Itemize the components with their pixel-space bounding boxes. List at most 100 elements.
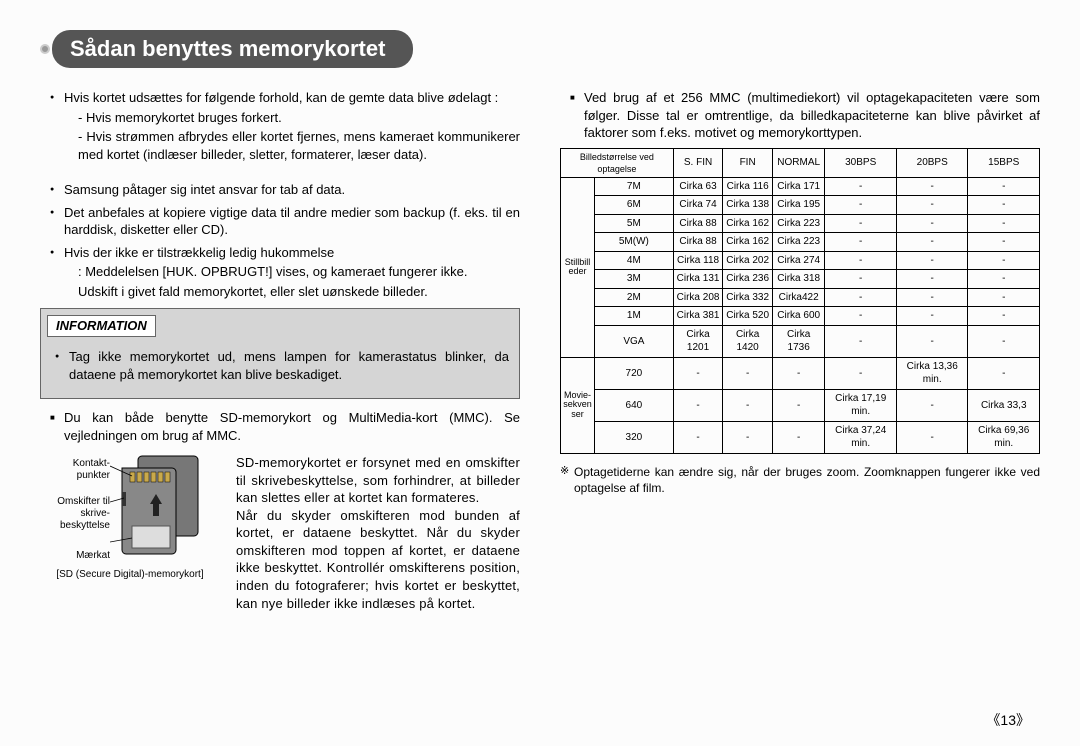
table-cell: Cirka 74	[673, 196, 723, 215]
table-cell: -	[968, 177, 1040, 196]
table-cell: Cirka 195	[772, 196, 825, 215]
table-cell: 5M	[595, 214, 674, 233]
sd-intro-text: Du kan både benytte SD-memorykort og Mul…	[50, 409, 520, 444]
sd-label-label: Mærkat	[40, 550, 110, 562]
left-column: Hvis kortet udsættes for følgende forhol…	[40, 84, 520, 612]
sd-section: Kontakt- punkter Omskifter til skrive- b…	[40, 454, 520, 612]
table-cell: Cirka 202	[723, 251, 773, 270]
table-cell: -	[772, 421, 825, 453]
sd-card-icon	[110, 454, 210, 564]
title-dot	[40, 44, 50, 54]
table-cell: -	[968, 251, 1040, 270]
table-cell: 3M	[595, 270, 674, 289]
table-cell: Cirka 131	[673, 270, 723, 289]
table-cell: 2M	[595, 288, 674, 307]
sub-msg: : Meddelelsen [HUK. OPBRUGT!] vises, og …	[64, 263, 520, 281]
table-cell: Cirka 138	[723, 196, 773, 215]
table-cell: -	[896, 196, 968, 215]
table-cell: 320	[595, 421, 674, 453]
right-column: Ved brug af et 256 MMC (multimediekort) …	[560, 84, 1040, 612]
table-cell: 7M	[595, 177, 674, 196]
table-cell: -	[723, 357, 773, 389]
table-cell: Cirka 162	[723, 214, 773, 233]
info-bullet: Tag ikke memorykortet ud, mens lampen fo…	[55, 348, 509, 383]
table-row: VGACirka 1201Cirka 1420Cirka 1736---	[561, 325, 1040, 357]
table-row: 1MCirka 381Cirka 520Cirka 600---	[561, 307, 1040, 326]
table-cell: Cirka 37,24 min.	[825, 421, 897, 453]
sd-label-column: Kontakt- punkter Omskifter til skrive- b…	[40, 454, 110, 562]
bullet-backup: Det anbefales at kopiere vigtige data ti…	[50, 204, 520, 239]
table-cell: Cirka 520	[723, 307, 773, 326]
sd-intro: Du kan både benytte SD-memorykort og Mul…	[40, 409, 520, 444]
right-intro: Ved brug af et 256 MMC (multimediekort) …	[560, 89, 1040, 142]
table-cell: -	[896, 214, 968, 233]
table-cell: -	[968, 270, 1040, 289]
table-cell: -	[825, 196, 897, 215]
table-cell: Cirka 13,36 min.	[896, 357, 968, 389]
table-cell: Cirka 17,19 min.	[825, 389, 897, 421]
table-cell: 1M	[595, 307, 674, 326]
information-label: INFORMATION	[47, 315, 156, 337]
table-cell: 720	[595, 357, 674, 389]
table-cell: -	[968, 357, 1040, 389]
table-cell: Cirka 332	[723, 288, 773, 307]
th-30bps: 30BPS	[825, 148, 897, 177]
rowgroup-still: Stillbill eder	[561, 177, 595, 357]
table-cell: Cirka 69,36 min.	[968, 421, 1040, 453]
table-cell: -	[825, 233, 897, 252]
table-cell: -	[825, 270, 897, 289]
table-cell: Cirka 63	[673, 177, 723, 196]
table-cell: -	[825, 357, 897, 389]
table-cell: -	[825, 177, 897, 196]
left-bullets: Hvis kortet udsættes for følgende forhol…	[40, 89, 520, 300]
table-cell: 4M	[595, 251, 674, 270]
sd-caption: [SD (Secure Digital)-memorykort]	[40, 568, 220, 582]
table-row: 2MCirka 208Cirka 332Cirka422---	[561, 288, 1040, 307]
th-15bps: 15BPS	[968, 148, 1040, 177]
table-cell: Cirka 88	[673, 233, 723, 252]
table-cell: Cirka 274	[772, 251, 825, 270]
rowgroup-movie: Movie- sekven ser	[561, 357, 595, 453]
table-cell: -	[896, 251, 968, 270]
table-cell: VGA	[595, 325, 674, 357]
page-title: Sådan benyttes memorykortet	[52, 30, 413, 68]
table-row: 5MCirka 88Cirka 162Cirka 223---	[561, 214, 1040, 233]
capacity-thead: Billedstørrelse ved optagelse S. FIN FIN…	[561, 148, 1040, 177]
table-cell: -	[968, 288, 1040, 307]
bullet-memory-text: Hvis der ikke er tilstrækkelig ledig huk…	[64, 245, 334, 260]
table-cell: -	[723, 389, 773, 421]
table-cell: 5M(W)	[595, 233, 674, 252]
page-title-bar: Sådan benyttes memorykortet	[40, 30, 1040, 68]
table-cell: -	[723, 421, 773, 453]
page-number: 《13》	[986, 710, 1030, 730]
table-cell: Cirka 116	[723, 177, 773, 196]
sd-label-contacts: Kontakt- punkter	[40, 458, 110, 482]
table-cell: -	[825, 251, 897, 270]
table-cell: Cirka 1201	[673, 325, 723, 357]
table-cell: -	[896, 177, 968, 196]
table-cell: Cirka 381	[673, 307, 723, 326]
table-cell: -	[968, 196, 1040, 215]
table-cell: -	[896, 421, 968, 453]
table-row: Stillbill eder7MCirka 63Cirka 116Cirka 1…	[561, 177, 1040, 196]
table-cell: Cirka 208	[673, 288, 723, 307]
table-cell: -	[673, 389, 723, 421]
table-cell: -	[968, 307, 1040, 326]
table-cell: -	[896, 233, 968, 252]
sd-paragraph: SD-memorykortet er forsynet med en omski…	[236, 454, 520, 612]
table-cell: Cirka 1736	[772, 325, 825, 357]
table-cell: Cirka 171	[772, 177, 825, 196]
info-bullets: Tag ikke memorykortet ud, mens lampen fo…	[51, 348, 509, 383]
table-cell: -	[896, 270, 968, 289]
bullet-damage: Hvis kortet udsættes for følgende forhol…	[50, 89, 520, 163]
bullet-damage-text: Hvis kortet udsættes for følgende forhol…	[64, 90, 498, 105]
sub-poweroff: - Hvis strømmen afbrydes eller kortet fj…	[64, 128, 520, 163]
table-cell: -	[896, 307, 968, 326]
table-row: 640---Cirka 17,19 min.-Cirka 33,3	[561, 389, 1040, 421]
capacity-still-body: Stillbill eder7MCirka 63Cirka 116Cirka 1…	[561, 177, 1040, 357]
table-cell: -	[825, 288, 897, 307]
th-size: Billedstørrelse ved optagelse	[561, 148, 674, 177]
table-cell: -	[673, 421, 723, 453]
table-cell: -	[968, 214, 1040, 233]
table-cell: -	[896, 325, 968, 357]
